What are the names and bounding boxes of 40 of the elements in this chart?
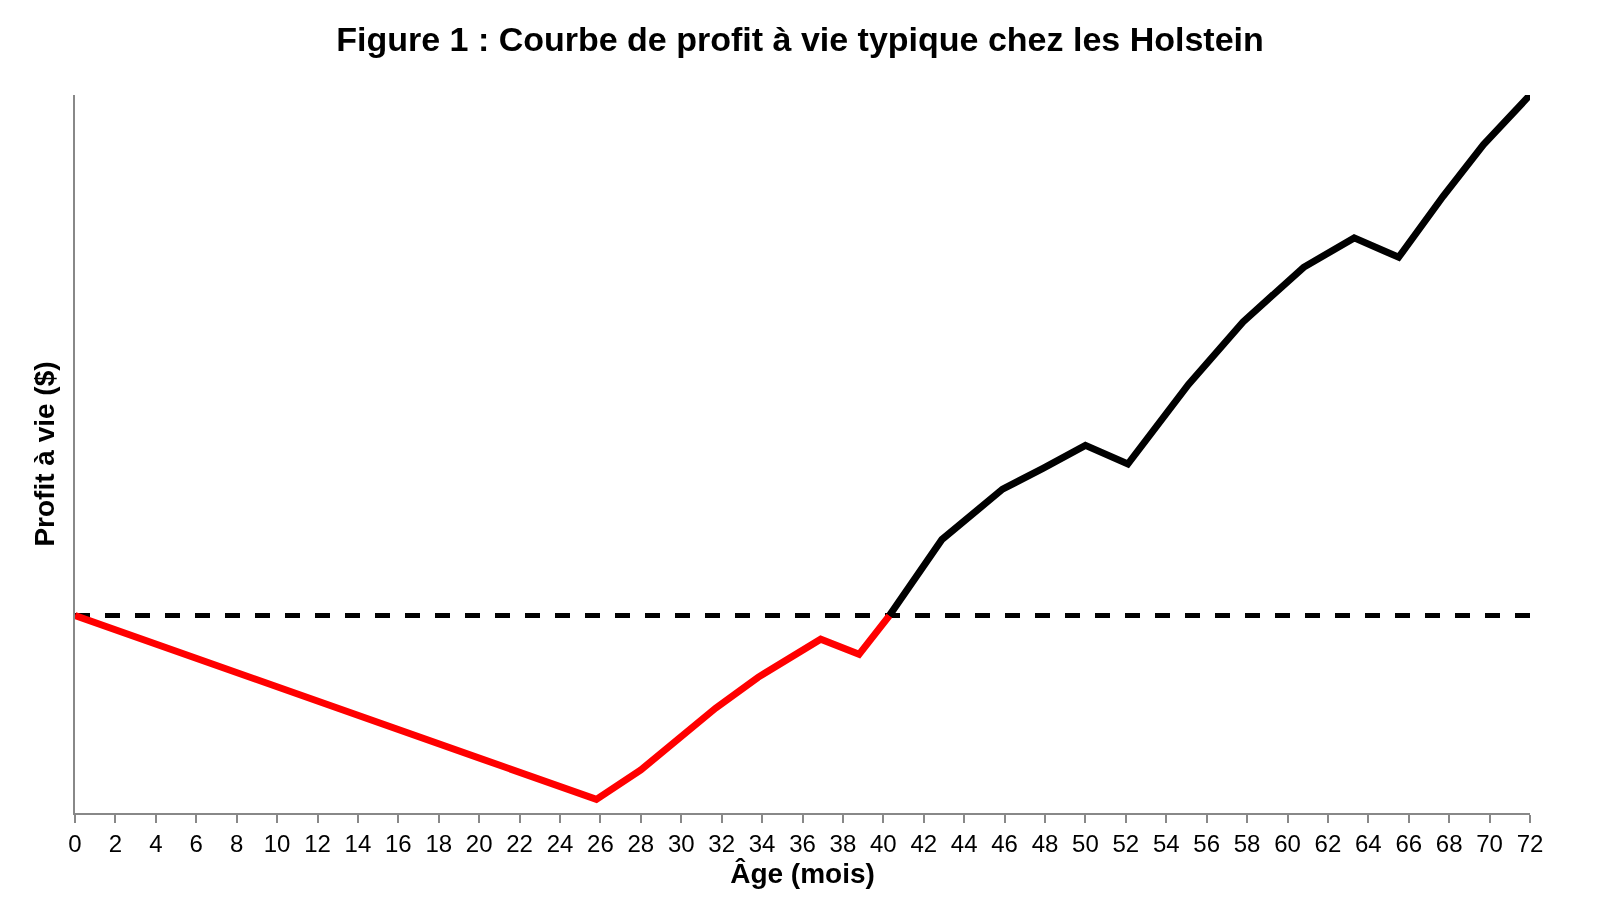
x-tick-label: 22 xyxy=(506,829,533,857)
x-tick-label: 44 xyxy=(950,829,978,857)
x-tick-label: 0 xyxy=(68,829,82,857)
x-tick-label: 38 xyxy=(829,829,857,857)
x-tick-label: 40 xyxy=(869,829,897,857)
x-tick-label: 56 xyxy=(1193,829,1221,857)
x-tick-label: 34 xyxy=(748,829,776,857)
x-tick-label: 16 xyxy=(384,829,412,857)
x-tick-label: 50 xyxy=(1072,829,1099,857)
y-axis-title: Profit à vie ($) xyxy=(29,361,61,547)
x-tick-label: 54 xyxy=(1152,829,1180,857)
x-tick-label: 32 xyxy=(708,829,736,857)
x-tick-label: 62 xyxy=(1314,829,1342,857)
x-tick-label: 12 xyxy=(304,829,331,857)
x-tick-label: 48 xyxy=(1031,829,1059,857)
x-tick-label: 2 xyxy=(108,829,123,857)
x-tick-label: 72 xyxy=(1516,829,1544,857)
x-tick-label: 66 xyxy=(1395,829,1423,857)
x-tick-label: 18 xyxy=(425,829,453,857)
x-tick-label: 14 xyxy=(344,829,372,857)
x-tick-label: 68 xyxy=(1435,829,1463,857)
x-tick-label: 28 xyxy=(627,829,655,857)
x-tick-label: 26 xyxy=(587,829,614,857)
x-tick-label: 30 xyxy=(667,829,695,857)
x-tick-label: 24 xyxy=(546,829,574,857)
x-tick-label: 6 xyxy=(189,829,203,857)
x-tick-label: 4 xyxy=(149,829,163,857)
x-tick-label: 60 xyxy=(1274,829,1301,857)
x-tick-label: 46 xyxy=(991,829,1018,857)
x-tick-label: 8 xyxy=(229,829,244,857)
x-tick-label: 70 xyxy=(1476,829,1503,857)
x-tick-label: 20 xyxy=(465,829,493,857)
x-tick-label: 52 xyxy=(1112,829,1140,857)
x-axis-title: Âge (mois) xyxy=(730,858,875,890)
x-tick-label: 10 xyxy=(263,829,291,857)
x-tick-label: 36 xyxy=(789,829,816,857)
x-tick-label: 64 xyxy=(1354,829,1382,857)
chart-title: Figure 1 : Courbe de profit à vie typique chez les Holstein xyxy=(336,20,1264,59)
x-tick-label: 42 xyxy=(910,829,938,857)
x-tick-label: 58 xyxy=(1233,829,1261,857)
